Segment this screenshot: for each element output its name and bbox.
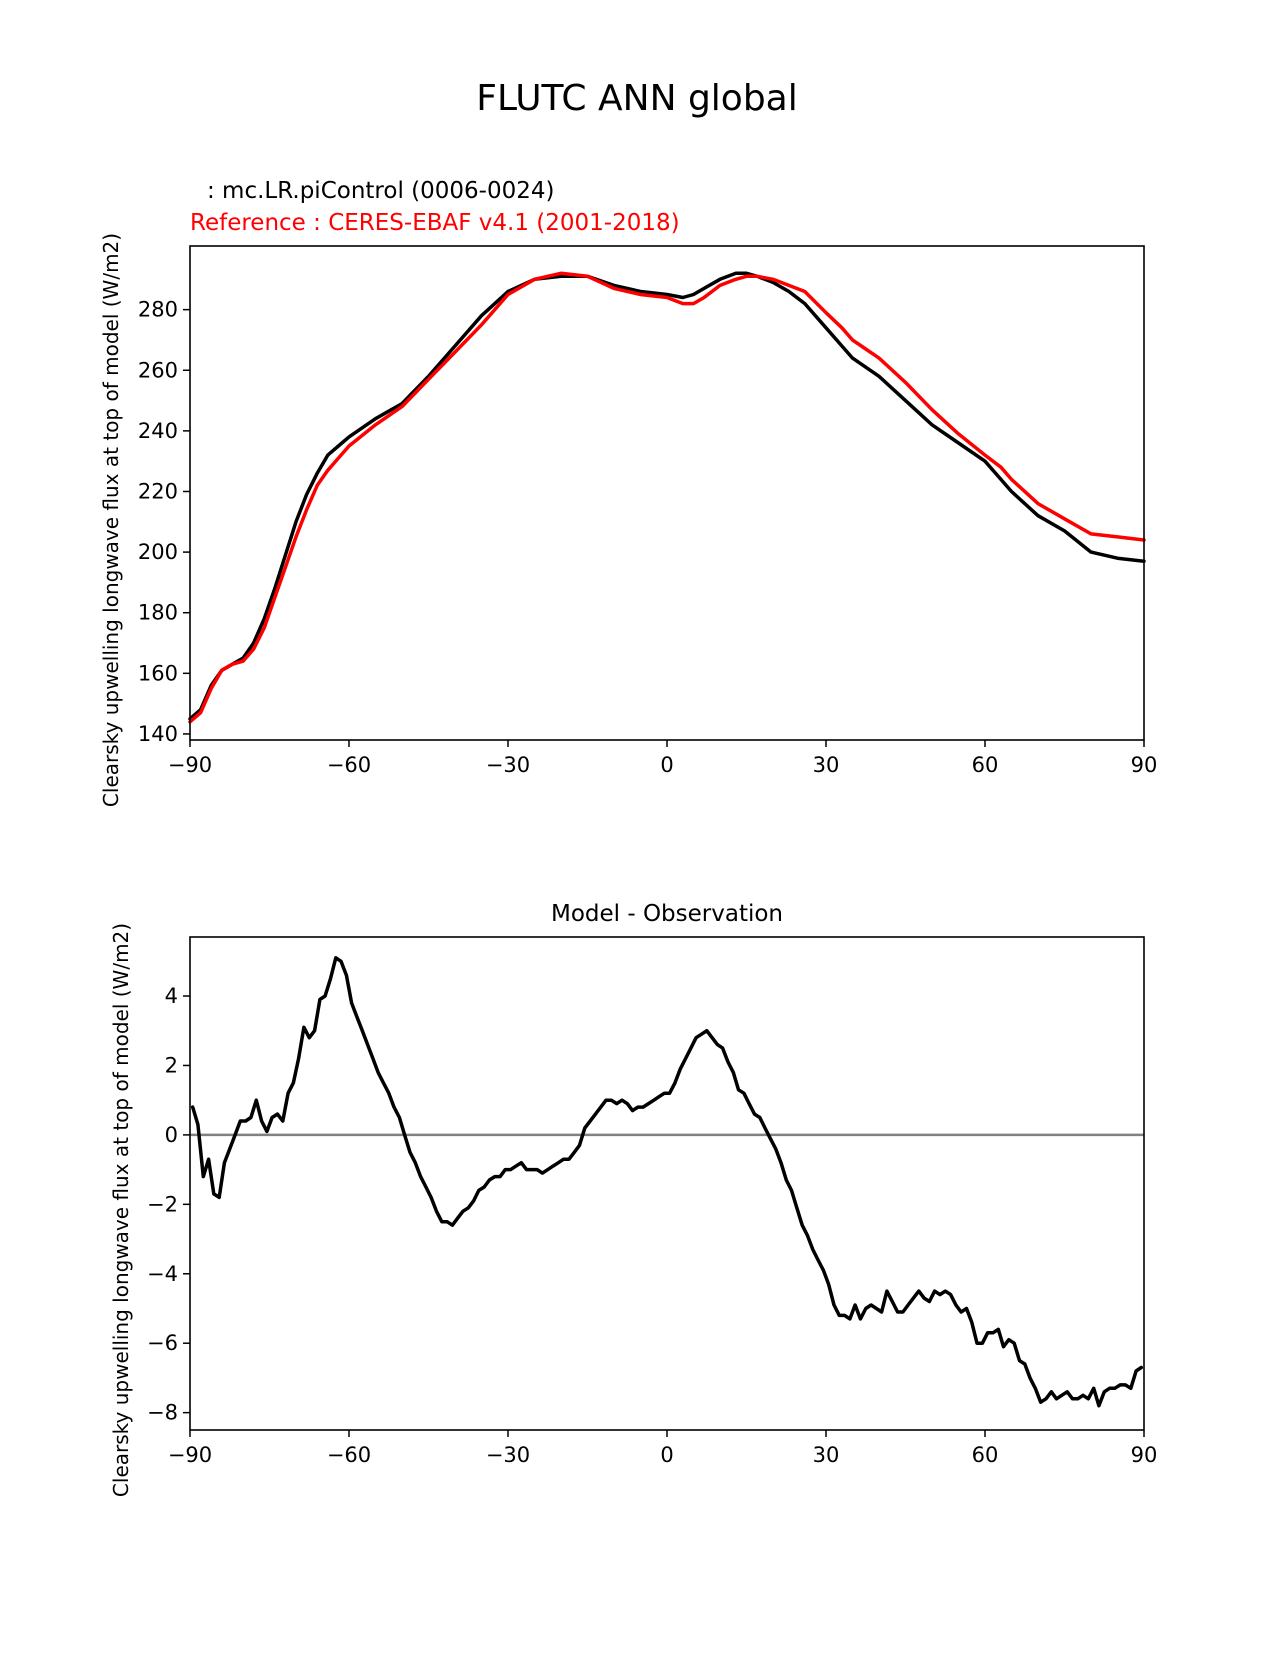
bottom-y-tick-label: 4 [165,984,178,1008]
top-axes-frame [189,245,1145,741]
bottom-x-tick-label: 90 [1131,1443,1158,1467]
bottom-y-tick-label: −4 [147,1262,178,1286]
bottom-panel-title: Model - Observation [551,901,783,927]
top-y-tick-label: 160 [138,661,178,685]
top-plot-area: −90 −60 −30 0 30 60 90 140 160 180 200 220 240 260 280 [138,245,1158,777]
top-x-tick-label: −60 [327,753,371,777]
top-y-tick-label: 280 [138,298,178,322]
top-y-tick-label: 200 [138,540,178,564]
top-x-tick-label: 90 [1131,753,1158,777]
top-y-tick-label: 180 [138,601,178,625]
bottom-y-axis-label: Clearsky upwelling longwave flux at top … [109,923,133,1497]
bottom-x-tick-label: −60 [327,1443,371,1467]
top-x-tick-label: −90 [168,753,212,777]
top-y-tick-label: 260 [138,358,178,382]
top-x-tick-label: 60 [972,753,999,777]
top-x-tick-label: 30 [813,753,840,777]
top-y-axis-label: Clearsky upwelling longwave flux at top … [99,233,123,807]
bottom-y-tick-label: −2 [147,1192,178,1216]
top-series-reference-line [188,271,1146,724]
bottom-x-tick-label: 30 [813,1443,840,1467]
bottom-y-tick-label: −8 [147,1401,178,1425]
top-reference-title: Reference : CERES-EBAF v4.1 (2001-2018) [190,210,680,236]
bottom-axes-frame [189,936,1145,1431]
top-y-tick-label: 240 [138,419,178,443]
bottom-x-tick-label: 0 [660,1443,673,1467]
top-y-tick-label: 220 [138,479,178,503]
top-x-tick-label: 0 [660,753,673,777]
top-model-title: : mc.LR.piControl (0006-0024) [207,178,554,204]
figure-title: FLUTC ANN global [476,78,798,119]
bottom-plot-area: −90 −60 −30 0 30 60 90 −8 −6 −4 −2 0 2 4 [147,936,1158,1467]
bottom-y-tick-label: 0 [165,1123,178,1147]
bottom-y-tick-label: −6 [147,1331,178,1355]
bottom-x-tick-label: −30 [486,1443,530,1467]
bottom-x-tick-label: 60 [972,1443,999,1467]
bottom-y-tick-label: 2 [165,1053,178,1077]
top-y-tick-label: 140 [138,722,178,746]
bottom-x-tick-label: −90 [168,1443,212,1467]
bottom-series-difference-line [190,956,1144,1408]
top-series-model-line [188,271,1146,721]
top-x-tick-label: −30 [486,753,530,777]
